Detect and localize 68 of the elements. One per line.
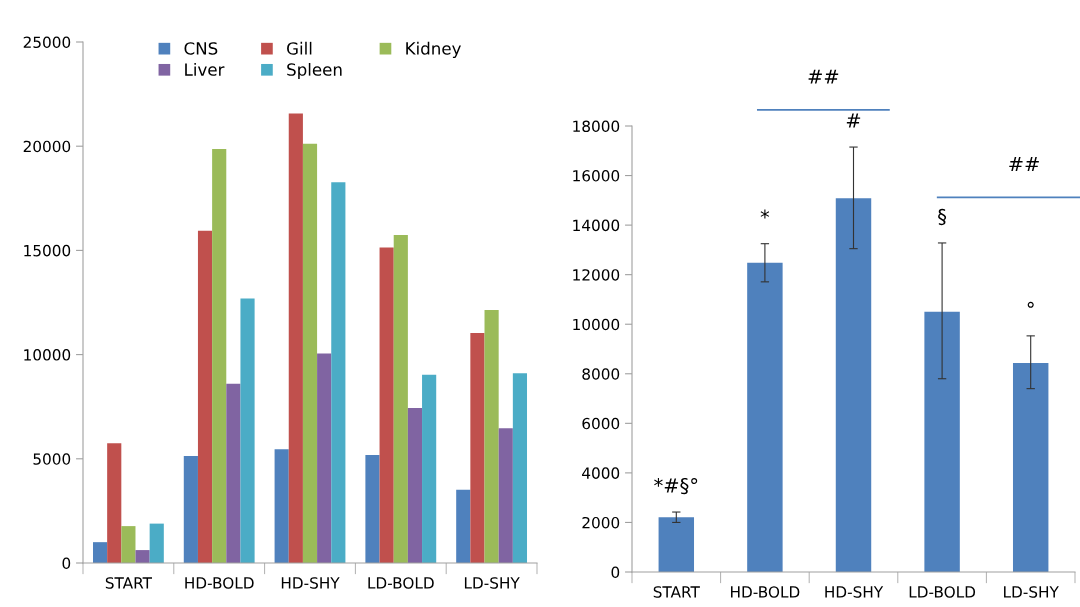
bar <box>498 428 513 563</box>
bar <box>379 247 394 563</box>
y-tick-label: 10000 <box>573 318 620 331</box>
y-tick-label: 0 <box>62 557 71 570</box>
y-tick-label: 2000 <box>582 516 620 529</box>
bar <box>470 332 485 563</box>
legend-label: Gill <box>287 41 312 55</box>
x-tick-label: START <box>105 577 153 589</box>
y-tick-label: 20000 <box>23 140 71 153</box>
bar <box>149 523 164 563</box>
legend-label: Spleen <box>287 62 342 80</box>
bar <box>456 489 471 563</box>
x-tick-label: LD-BOLD <box>909 586 976 598</box>
bar <box>317 353 332 563</box>
x-tick-label: HD-BOLD <box>185 577 254 589</box>
text: ## <box>808 69 839 84</box>
legend-label: Liver <box>185 62 225 76</box>
bar <box>92 542 108 563</box>
bar <box>658 517 695 572</box>
y-tick-label: 16000 <box>573 170 620 182</box>
y-tick-label: 4000 <box>582 467 620 479</box>
x-tick-label: HD-BOLD <box>731 586 800 598</box>
y-tick-label: 0 <box>611 566 620 579</box>
bar <box>393 234 408 563</box>
annotation: ## <box>1009 157 1039 172</box>
y-tick-label: 12000 <box>573 269 620 281</box>
y-tick-label: 14000 <box>573 219 620 232</box>
bar <box>422 374 437 563</box>
bar <box>240 298 255 563</box>
bar <box>302 143 318 563</box>
y-tick-label: 5000 <box>33 453 71 465</box>
bar <box>924 311 960 572</box>
y-tick-label: 6000 <box>582 417 620 430</box>
y-tick-label: 10000 <box>24 349 71 361</box>
x-tick-label: HD-SHY <box>281 577 340 589</box>
y-tick-label: 15000 <box>24 244 71 257</box>
bar <box>121 526 136 563</box>
annotation: * <box>760 209 770 219</box>
legend-label: Kidney <box>406 41 461 58</box>
legend-label: CNS <box>184 42 218 55</box>
bar <box>197 230 213 563</box>
bar <box>747 262 783 572</box>
bar <box>835 198 872 572</box>
annotation: # <box>846 113 861 128</box>
bar <box>226 383 241 563</box>
x-tick-label: LD-SHY <box>464 577 520 589</box>
y-tick-label: 25000 <box>23 36 71 49</box>
bar <box>212 149 227 563</box>
y-tick-label: 18000 <box>573 120 620 133</box>
bar <box>512 373 528 563</box>
annotation: § <box>938 208 947 226</box>
x-tick-label: START <box>653 586 700 598</box>
bar <box>365 455 380 563</box>
annotation: ° <box>1027 301 1034 308</box>
bar <box>183 455 198 563</box>
bar <box>407 407 423 563</box>
y-tick-label: 8000 <box>582 368 620 380</box>
x-tick-label: LD-BOLD <box>368 577 434 589</box>
bar <box>288 113 303 563</box>
annotation: *#§° <box>654 477 698 495</box>
bar <box>484 310 499 563</box>
x-tick-label: LD-SHY <box>1004 586 1059 598</box>
bar <box>331 182 346 563</box>
bar <box>1012 362 1049 572</box>
bar <box>107 443 122 563</box>
x-tick-label: HD-SHY <box>825 586 884 598</box>
bar <box>274 449 289 563</box>
bar <box>135 550 150 563</box>
